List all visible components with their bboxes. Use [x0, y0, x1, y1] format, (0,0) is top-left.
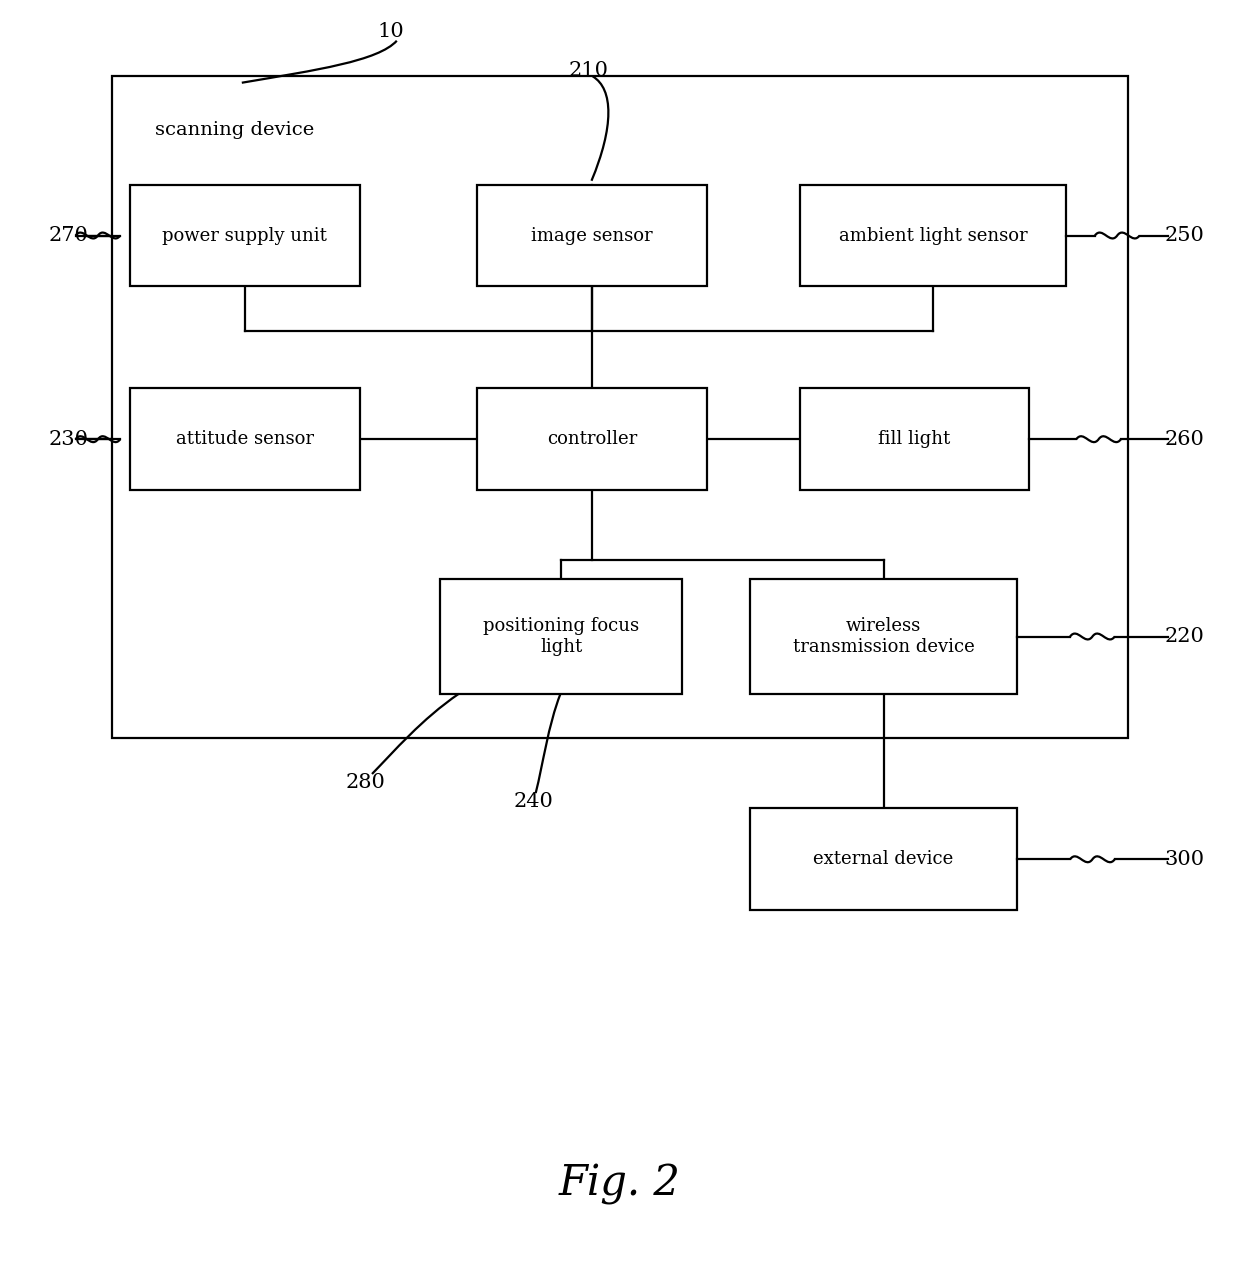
Bar: [130, 185, 360, 286]
Text: 230: 230: [48, 430, 88, 448]
Text: image sensor: image sensor: [531, 227, 653, 244]
Text: external device: external device: [813, 850, 954, 868]
Bar: [112, 76, 1128, 738]
Bar: [750, 579, 1017, 694]
Text: controller: controller: [547, 430, 637, 448]
Bar: [477, 388, 707, 490]
Text: 10: 10: [377, 23, 404, 41]
Text: 300: 300: [1164, 850, 1204, 868]
Bar: [477, 185, 707, 286]
Text: scanning device: scanning device: [155, 121, 314, 139]
Text: ambient light sensor: ambient light sensor: [838, 227, 1028, 244]
Text: positioning focus
light: positioning focus light: [484, 617, 639, 656]
Text: fill light: fill light: [878, 430, 951, 448]
Text: 240: 240: [513, 793, 553, 811]
Text: 270: 270: [48, 227, 88, 244]
Bar: [440, 579, 682, 694]
Text: power supply unit: power supply unit: [162, 227, 327, 244]
Bar: [130, 388, 360, 490]
Bar: [800, 388, 1029, 490]
Bar: [750, 808, 1017, 910]
Text: 250: 250: [1164, 227, 1204, 244]
Text: attitude sensor: attitude sensor: [176, 430, 314, 448]
Text: wireless
transmission device: wireless transmission device: [792, 617, 975, 656]
Text: 280: 280: [346, 774, 386, 792]
Text: 260: 260: [1164, 430, 1204, 448]
Text: Fig. 2: Fig. 2: [559, 1164, 681, 1204]
Text: 220: 220: [1164, 628, 1204, 645]
Bar: [800, 185, 1066, 286]
Text: 210: 210: [569, 61, 609, 79]
